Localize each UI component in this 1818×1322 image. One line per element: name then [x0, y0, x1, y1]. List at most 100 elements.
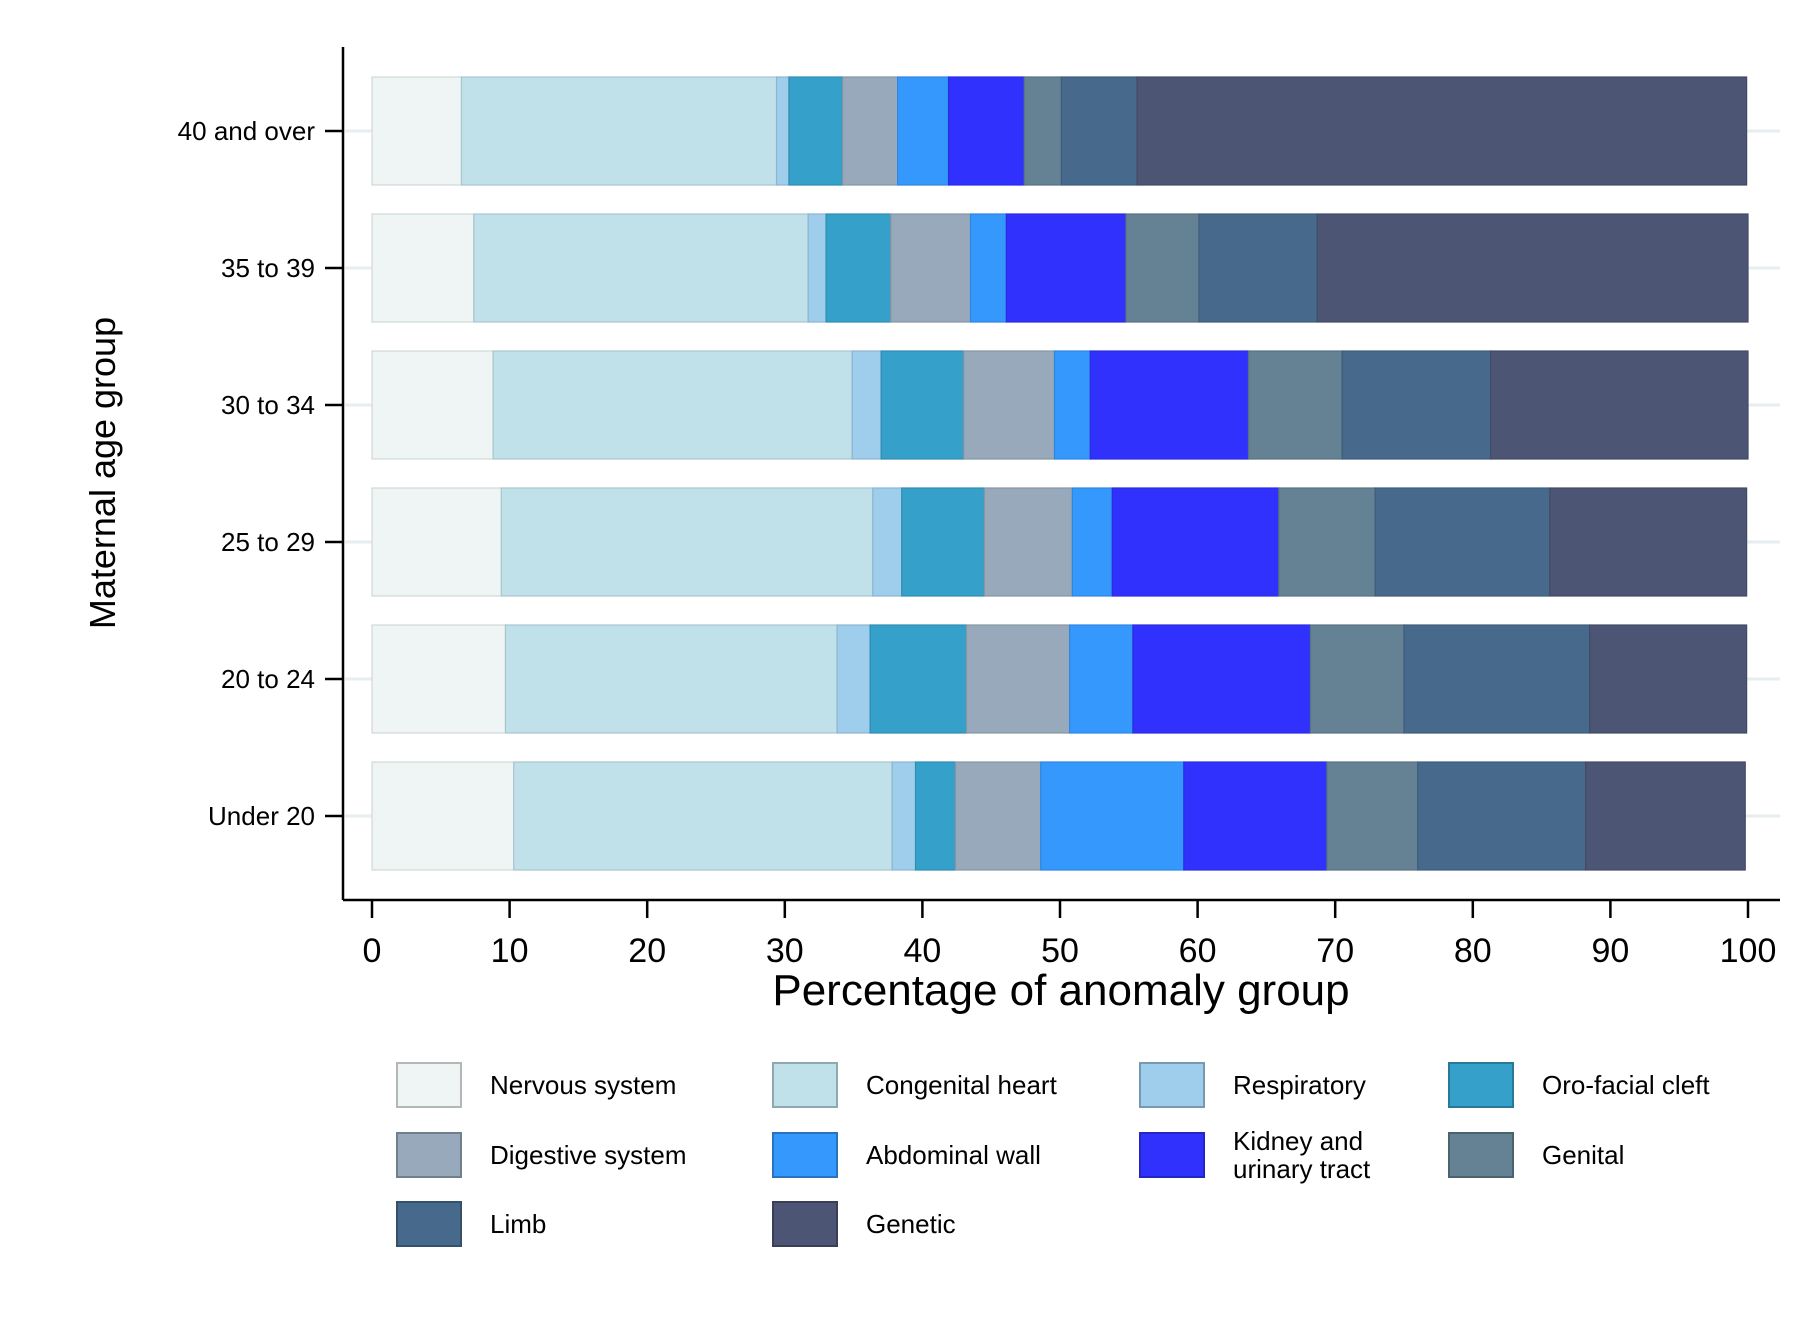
bar-segment — [1125, 213, 1200, 323]
x-tick-label: 0 — [363, 932, 382, 970]
bar-segment — [851, 350, 882, 460]
bar-segment — [1490, 350, 1749, 460]
bar-segment — [1069, 624, 1134, 734]
bar-segment — [947, 76, 1025, 186]
legend-swatch — [396, 1062, 462, 1108]
bar-segment — [371, 76, 463, 186]
bar-segment — [963, 350, 1056, 460]
y-axis-title: Maternal age group — [82, 317, 123, 629]
bar-segment — [969, 213, 1007, 323]
bar-segment — [880, 350, 965, 460]
bar-segment — [1040, 761, 1185, 871]
legend-swatch — [772, 1062, 838, 1108]
bar-segment — [1589, 624, 1748, 734]
bar-segment — [371, 624, 507, 734]
bar-segment — [891, 761, 917, 871]
bar-segment — [1005, 213, 1127, 323]
y-tick-label: 30 to 34 — [221, 390, 315, 420]
bar-segment — [504, 624, 838, 734]
legend-swatch — [396, 1132, 462, 1178]
bar-segment — [1326, 761, 1419, 871]
bar-segment — [788, 76, 844, 186]
bar-segment — [807, 213, 827, 323]
x-tick-label: 90 — [1591, 932, 1629, 970]
bar-segment — [500, 487, 874, 597]
bar-segment — [371, 213, 475, 323]
bar-segment — [836, 624, 871, 734]
bar-segment — [1417, 761, 1587, 871]
legend-swatch — [772, 1132, 838, 1178]
bar-segment — [1316, 213, 1749, 323]
bar-segment — [1403, 624, 1591, 734]
bar-segment — [1071, 487, 1113, 597]
bar-segment — [965, 624, 1071, 734]
y-tick-label: Under 20 — [208, 801, 315, 831]
legend-swatch — [1448, 1132, 1514, 1178]
legend-swatch — [1448, 1062, 1514, 1108]
x-tick-label: 60 — [1179, 932, 1217, 970]
legend-label: Digestive system — [490, 1140, 687, 1170]
bar-segment — [825, 213, 892, 323]
y-tick-label: 20 to 24 — [221, 664, 315, 694]
bar-segment — [371, 487, 502, 597]
bar-segment — [1198, 213, 1318, 323]
x-tick-label: 70 — [1316, 932, 1354, 970]
y-tick-label: 35 to 39 — [221, 253, 315, 283]
legend-label: Kidney and urinary tract — [1233, 1126, 1371, 1184]
legend-label: Oro-facial cleft — [1542, 1070, 1710, 1100]
y-tick-label: 25 to 29 — [221, 527, 315, 557]
bar-segment — [460, 76, 778, 186]
legend-label: Congenital heart — [866, 1070, 1058, 1100]
bar-segment — [1374, 487, 1551, 597]
bar-segment — [890, 213, 972, 323]
bar-segment — [914, 761, 957, 871]
bar-segment — [1309, 624, 1405, 734]
bar-segment — [775, 76, 790, 186]
x-tick-label: 80 — [1454, 932, 1492, 970]
bar-segment — [1136, 76, 1748, 186]
bar-segment — [1341, 350, 1492, 460]
legend-label: Limb — [490, 1209, 546, 1239]
x-tick-label: 40 — [903, 932, 941, 970]
x-axis-title: Percentage of anomaly group — [772, 966, 1349, 1015]
legend-label: Genetic — [866, 1209, 956, 1239]
x-tick-label: 30 — [766, 932, 804, 970]
bar-segment — [1023, 76, 1062, 186]
bar-segment — [473, 213, 809, 323]
legend: Nervous system Congenital heart Respirator… — [396, 1062, 1710, 1247]
bar-segment — [869, 624, 968, 734]
bars — [371, 76, 1749, 871]
bar-segment — [1111, 487, 1280, 597]
legend-swatch — [772, 1201, 838, 1247]
ticks: 40 and over 35 to 39 30 to 34 25 to 29 20 to… — [178, 116, 1777, 970]
legend-label: Respiratory — [1233, 1070, 1366, 1100]
axes — [341, 47, 1780, 902]
bar-segment — [1183, 761, 1328, 871]
bar-segment — [1549, 487, 1748, 597]
bar-segment — [1060, 76, 1138, 186]
x-tick-label: 20 — [628, 932, 666, 970]
bar-segment — [983, 487, 1073, 597]
bar-segment — [954, 761, 1042, 871]
legend-swatch — [1139, 1062, 1205, 1108]
bar-segment — [872, 487, 903, 597]
bar-segment — [371, 761, 515, 871]
bar-segment — [901, 487, 985, 597]
x-tick-label: 100 — [1720, 932, 1777, 970]
legend-swatch — [1139, 1132, 1205, 1178]
bar-segment — [1585, 761, 1746, 871]
y-tick-label: 40 and over — [178, 116, 316, 146]
bar-segment — [492, 350, 853, 460]
x-tick-label: 50 — [1041, 932, 1079, 970]
bar-segment — [1247, 350, 1343, 460]
legend-label: Genital — [1542, 1140, 1624, 1170]
bar-segment — [1278, 487, 1376, 597]
legend-swatch — [396, 1201, 462, 1247]
bar-segment — [1089, 350, 1250, 460]
bar-segment — [513, 761, 893, 871]
bar-segment — [371, 350, 494, 460]
bar-segment — [1053, 350, 1091, 460]
bar-segment — [841, 76, 899, 186]
legend-label: Nervous system — [490, 1070, 676, 1100]
